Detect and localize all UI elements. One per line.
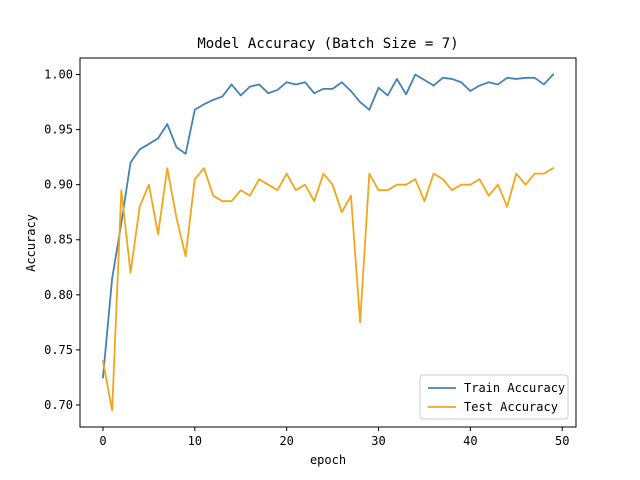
series-line-train-accuracy	[101, 73, 555, 379]
legend-box	[419, 374, 569, 420]
y-tick-label: 0.70	[44, 398, 73, 412]
x-tick-label: 50	[555, 434, 569, 448]
plot-frame	[79, 57, 577, 428]
y-tick-label: 0.90	[44, 178, 73, 192]
x-tick-label: 0	[99, 434, 106, 448]
x-tick-label: 40	[463, 434, 477, 448]
y-axis-label: Accuracy	[24, 214, 38, 272]
y-tick-label: 0.80	[44, 288, 73, 302]
legend: Train Accuracy Test Accuracy	[419, 374, 569, 420]
y-tick-label: 0.75	[44, 343, 73, 357]
y-tick-label: 0.85	[44, 233, 73, 247]
plot-area	[79, 57, 577, 428]
chart-title: Model Accuracy (Batch Size = 7)	[197, 36, 458, 52]
legend-label-train-accuracy: Train Accuracy	[464, 381, 565, 395]
legend-label-test-accuracy: Test Accuracy	[464, 400, 558, 414]
x-tick-label: 10	[188, 434, 202, 448]
axis-ticks: 0 10 20 30 40 50 0.70 0.75 0.80 0.85 0.90 0.95 1.00	[44, 68, 569, 448]
x-tick-label: 20	[279, 434, 293, 448]
x-axis-label: epoch	[310, 453, 346, 467]
y-tick-label: 1.00	[44, 68, 73, 82]
y-tick-label: 0.95	[44, 123, 73, 137]
series-line-test-accuracy	[101, 166, 555, 412]
x-tick-label: 30	[371, 434, 385, 448]
